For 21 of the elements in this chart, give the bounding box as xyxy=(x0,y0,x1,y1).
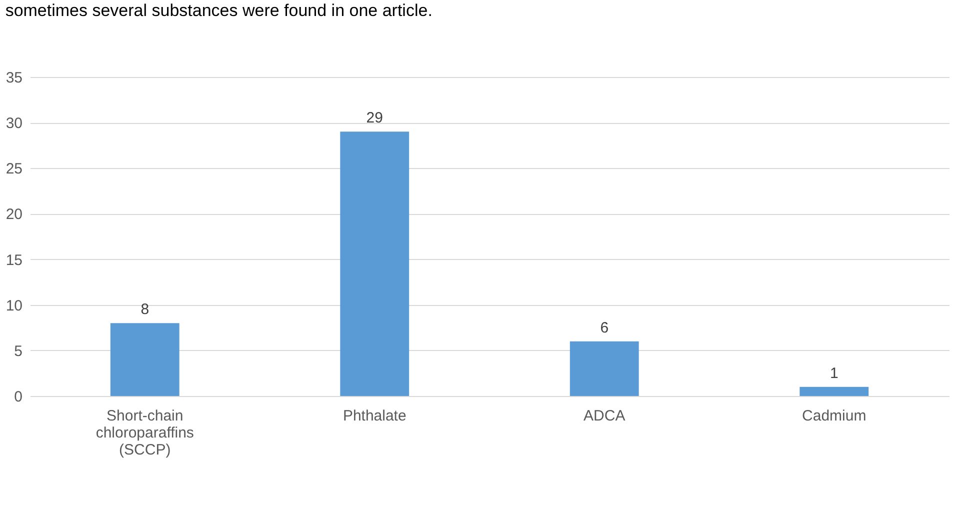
data-label: 6 xyxy=(600,319,609,336)
data-label: 1 xyxy=(830,364,838,382)
x-tick-label: Cadmium xyxy=(802,408,866,424)
bar xyxy=(570,341,639,396)
y-tick-label: 15 xyxy=(6,252,22,269)
y-tick-label: 30 xyxy=(6,115,22,132)
y-tick-label: 25 xyxy=(6,160,22,178)
bar xyxy=(800,386,869,396)
y-tick-label: 20 xyxy=(6,206,22,224)
data-label: 8 xyxy=(140,301,150,318)
bar xyxy=(340,132,410,396)
y-tick-label: 5 xyxy=(14,342,22,360)
data-label: 29 xyxy=(366,110,383,127)
y-tick-label: 35 xyxy=(6,70,22,86)
y-tick-label: 10 xyxy=(6,297,22,314)
y-tick-label: 0 xyxy=(14,388,22,406)
x-tick-label: Short-chain chloroparaffins (SCCP) xyxy=(96,408,194,458)
chart-title: sometimes several substances were found in one article. xyxy=(5,1,432,20)
bar xyxy=(110,323,180,396)
x-tick-label: Phthalate xyxy=(342,408,406,424)
x-tick-label: ADCA xyxy=(584,408,626,424)
